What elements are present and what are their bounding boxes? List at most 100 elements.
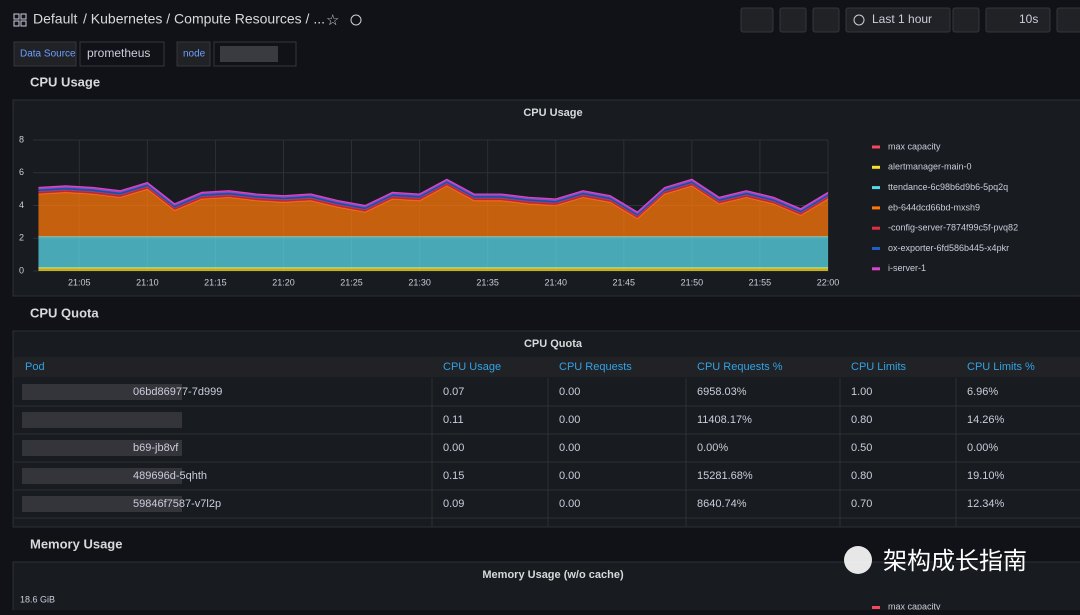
- time-picker[interactable]: [845, 7, 951, 33]
- cell: 0.11: [443, 414, 464, 426]
- cell: 0.70: [851, 498, 872, 510]
- refresh-interval: 10s: [1019, 12, 1038, 26]
- cell: 0.50: [851, 442, 872, 454]
- row-title[interactable]: Memory Usage: [30, 536, 122, 551]
- cell: 0.09: [443, 498, 464, 510]
- home-link[interactable]: Default: [33, 11, 77, 27]
- legend-label[interactable]: alertmanager-main-0: [888, 162, 972, 172]
- x-tick-label: 21:45: [613, 277, 636, 287]
- y-tick-label: 0: [19, 265, 24, 275]
- panel-title: Memory Usage (w/o cache): [482, 569, 624, 581]
- y-tick-label: 2: [19, 233, 24, 243]
- area-fill: [38, 236, 829, 268]
- share-icon[interactable]: [350, 14, 362, 26]
- legend-label[interactable]: -config-server-7874f99c5f-pvq82: [888, 223, 1018, 233]
- legend-swatch: [872, 206, 880, 210]
- zoom-out-button[interactable]: [952, 7, 980, 33]
- blur-mask: [22, 440, 182, 456]
- plot: 0 2 4 6 8 21:05 21:10 21:15 21:20 21:25 21:30 21:35…: [19, 134, 1018, 287]
- cell: 0.00: [559, 386, 580, 398]
- table-header: [14, 357, 1080, 377]
- add-panel-button[interactable]: [740, 7, 774, 33]
- blur-mask: [22, 412, 182, 428]
- column-header[interactable]: CPU Limits: [851, 361, 907, 373]
- cell: 1.00: [851, 386, 872, 398]
- x-tick-label: 21:30: [408, 277, 431, 287]
- column-header[interactable]: CPU Requests: [559, 361, 632, 373]
- breadcrumb[interactable]: / Kubernetes / Compute Resources / ...: [83, 11, 325, 27]
- cell: 11408.17%: [697, 414, 752, 426]
- star-icon[interactable]: ☆: [326, 12, 339, 29]
- x-tick-label: 21:15: [204, 277, 227, 287]
- legend-label[interactable]: eb-644dcd66bd-mxsh9: [888, 202, 980, 212]
- legend-swatch: [872, 165, 880, 169]
- legend-label[interactable]: max capacity: [888, 141, 941, 151]
- cell: 14.26%: [967, 414, 1005, 426]
- cell: 0.00: [559, 470, 580, 482]
- clock-icon: [853, 14, 865, 26]
- panel-title: CPU Quota: [524, 338, 583, 350]
- cell: b69-jb8vf: [133, 442, 179, 454]
- panel: [12, 561, 1080, 615]
- legend-swatch: [872, 267, 880, 271]
- grid-icon: [20, 13, 27, 20]
- y-tick-label: 4: [19, 200, 24, 210]
- variable-value: prometheus: [87, 46, 150, 60]
- table: Pod CPU Usage CPU Requests CPU Requests % CP…: [14, 357, 1080, 527]
- series-line: [38, 182, 829, 217]
- x-tick-label: 22:00: [817, 277, 840, 287]
- cell: 6958.03%: [697, 386, 747, 398]
- series-line: [38, 178, 829, 213]
- cell: 06bd86977-7d999: [133, 386, 222, 398]
- cell: 489696d-5qhth: [133, 470, 207, 482]
- legend-label[interactable]: max capacity: [888, 601, 941, 611]
- legend-swatch: [872, 226, 880, 230]
- y-tick-label: 8: [19, 134, 24, 144]
- legend-label[interactable]: i-server-1: [888, 263, 926, 273]
- cell: 0.80: [851, 470, 872, 482]
- column-header[interactable]: CPU Requests %: [697, 361, 783, 373]
- series-line: [38, 180, 829, 215]
- legend-swatch: [872, 606, 880, 609]
- panel-title: CPU Usage: [523, 107, 582, 119]
- variable-label-box: [13, 41, 77, 67]
- cell: 0.00: [559, 414, 580, 426]
- y-tick-label: 6: [19, 167, 24, 177]
- row-title[interactable]: CPU Usage: [30, 74, 100, 89]
- cell: 0.00: [559, 442, 580, 454]
- cell: 15281.68%: [697, 470, 753, 482]
- y-tick-label: 18.6 GiB: [20, 594, 55, 604]
- area-fill: [38, 267, 829, 271]
- cell: 19.10%: [967, 470, 1005, 482]
- cell: 6.96%: [967, 386, 998, 398]
- settings-button[interactable]: [812, 7, 840, 33]
- legend-label[interactable]: ttendance-6c98b6d9b6-5pq2q: [888, 182, 1008, 192]
- variable-select[interactable]: [79, 41, 165, 67]
- variable-label: Data Source: [20, 49, 76, 60]
- cell: 0.00: [443, 442, 464, 454]
- grid-icon: [13, 13, 20, 20]
- watermark: 架构成长指南: [883, 547, 1027, 575]
- x-tick-label: 21:25: [340, 277, 363, 287]
- row-title[interactable]: CPU Quota: [30, 305, 99, 320]
- refresh-picker[interactable]: [985, 7, 1051, 33]
- area-fill: [38, 183, 829, 219]
- blur-mask: [22, 468, 182, 484]
- header: Default / Kubernetes / Compute Resources…: [13, 7, 1080, 33]
- variable-label: node: [183, 49, 206, 60]
- column-header[interactable]: CPU Limits %: [967, 361, 1035, 373]
- column-header[interactable]: CPU Usage: [443, 361, 501, 373]
- tv-button[interactable]: [1056, 7, 1080, 33]
- blur-mask: [220, 46, 278, 62]
- legend-label[interactable]: ox-exporter-6fd586b445-x4pkr: [888, 243, 1009, 253]
- x-tick-label: 21:05: [68, 277, 91, 287]
- save-button[interactable]: [779, 7, 807, 33]
- time-range: Last 1 hour: [872, 12, 932, 26]
- blur-mask: [22, 384, 182, 400]
- column-header[interactable]: Pod: [25, 361, 45, 373]
- x-tick-label: 21:35: [476, 277, 499, 287]
- cell: 0.80: [851, 414, 872, 426]
- area-fill: [38, 180, 829, 217]
